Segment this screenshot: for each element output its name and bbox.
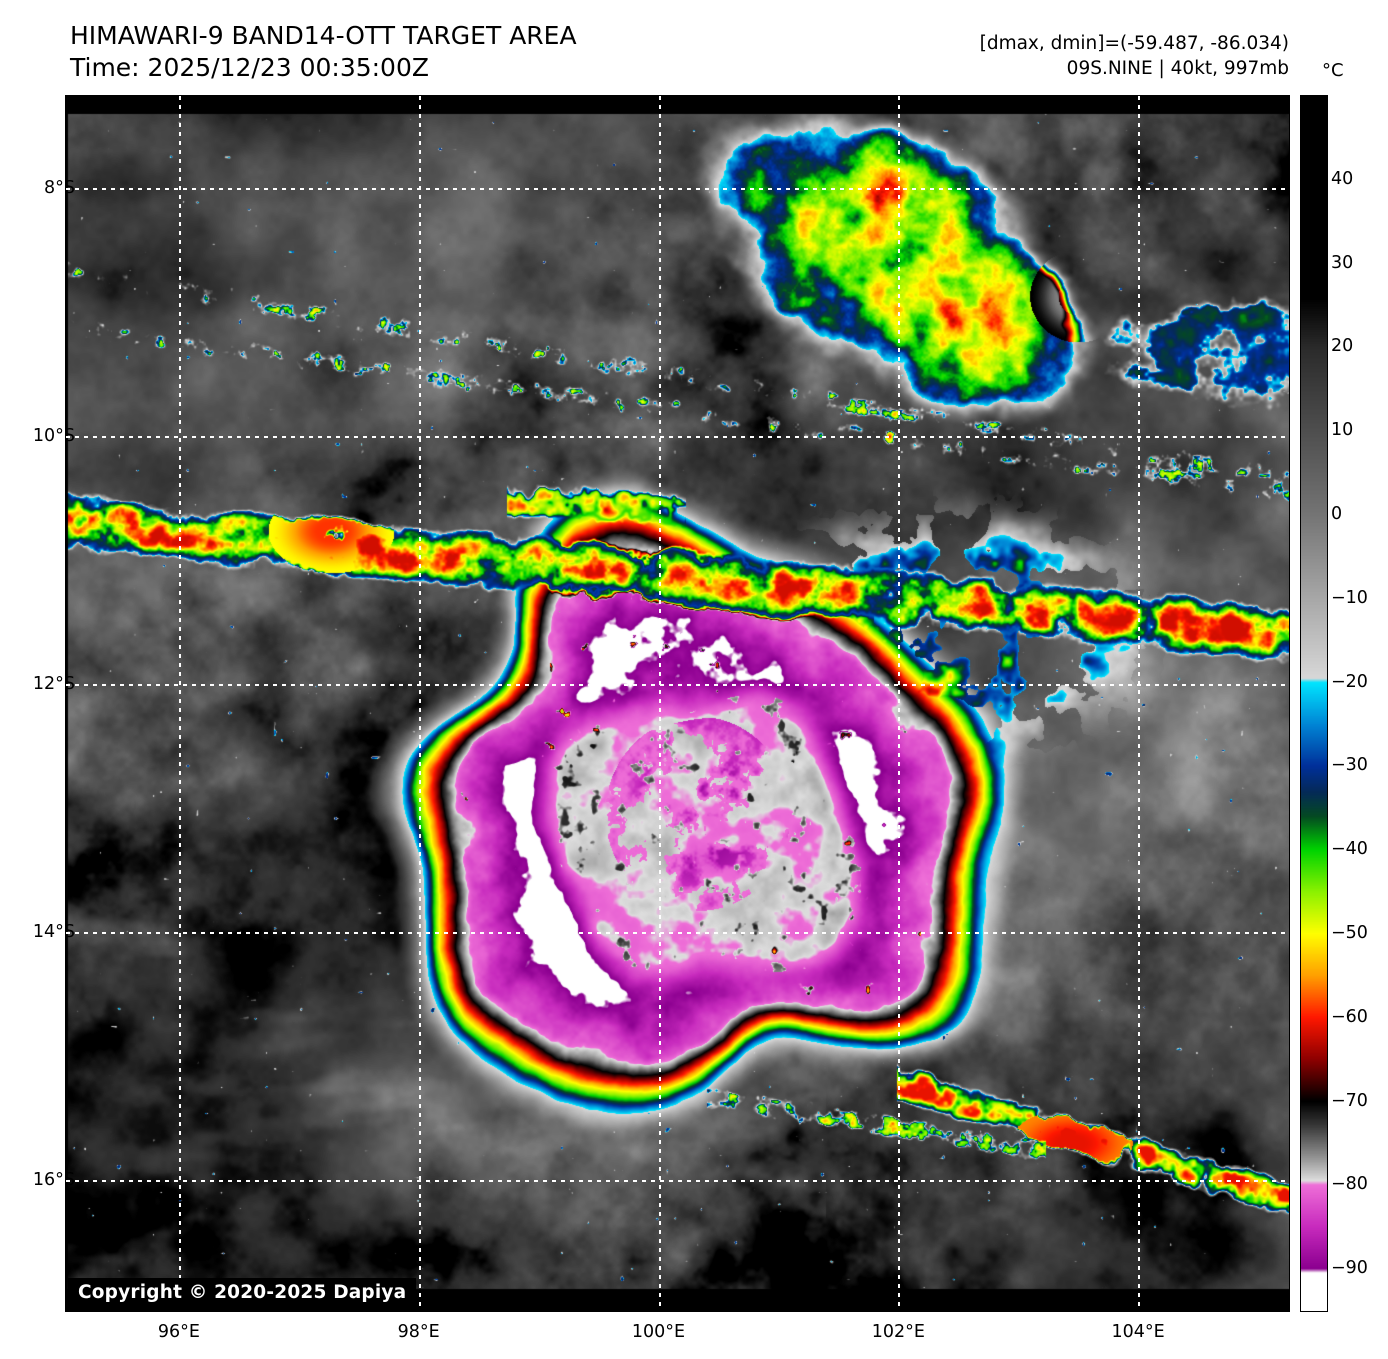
lon-tick-label: 98°E xyxy=(397,1322,440,1342)
colorbar-tick-label: −90 xyxy=(1331,1258,1368,1279)
colorbar-tick-label: −20 xyxy=(1331,671,1368,692)
dminmax-text: [dmax, dmin]=(-59.487, -86.034) xyxy=(979,33,1289,54)
lat-tick-label: 12°S xyxy=(32,673,75,694)
colorbar-tick-label: 20 xyxy=(1331,336,1354,357)
time-text: Time: 2025/12/23 00:35:00Z xyxy=(70,53,429,82)
colorbar-tick-label: −30 xyxy=(1331,755,1368,776)
lon-tick-label: 102°E xyxy=(871,1322,925,1342)
colorbar-tick-label: −10 xyxy=(1331,587,1368,608)
satellite-imagery-canvas xyxy=(66,96,1289,1311)
storm-info-text: 09S.NINE | 40kt, 997mb xyxy=(1066,58,1289,79)
lon-tick-label: 100°E xyxy=(631,1322,686,1342)
title-text: HIMAWARI-9 BAND14-OTT TARGET AREA xyxy=(70,21,577,50)
copyright-watermark: Copyright © 2020-2025 Dapiya xyxy=(68,1278,417,1308)
lat-tick-label: 14°S xyxy=(32,921,75,942)
lon-tick-label: 104°E xyxy=(1111,1322,1165,1342)
colorbar-tick-label: −80 xyxy=(1331,1174,1368,1195)
colorbar-tick-label: 40 xyxy=(1331,168,1354,189)
colorbar-tick-label: −70 xyxy=(1331,1090,1368,1111)
lat-tick-label: 16°S xyxy=(32,1169,75,1190)
metadata-block: [dmax, dmin]=(-59.487, -86.034) 09S.NINE… xyxy=(980,31,1289,81)
lat-tick-label: 8°S xyxy=(44,177,75,198)
colorbar-unit-label: °C xyxy=(1322,60,1344,81)
colorbar-tick-label: 10 xyxy=(1331,420,1354,441)
colorbar xyxy=(1300,95,1328,1312)
colorbar-tick-label: −50 xyxy=(1331,922,1368,943)
colorbar-tick-label: −60 xyxy=(1331,1006,1368,1027)
lon-tick-label: 96°E xyxy=(157,1322,200,1342)
colorbar-tick-labels: 40 30 20 10 0 −10 −20 −30 −40 −50 −60 −70 −80 −90 xyxy=(1331,95,1387,1310)
colorbar-tick-label: −40 xyxy=(1331,839,1368,860)
colorbar-tick-label: 0 xyxy=(1331,503,1343,524)
page-title: HIMAWARI-9 BAND14-OTT TARGET AREA Time: … xyxy=(70,20,577,84)
colorbar-tick-label: 30 xyxy=(1331,252,1354,273)
satellite-image-plot xyxy=(65,95,1290,1312)
colorbar-gradient xyxy=(1301,96,1327,1311)
lat-tick-label: 10°S xyxy=(32,425,75,446)
